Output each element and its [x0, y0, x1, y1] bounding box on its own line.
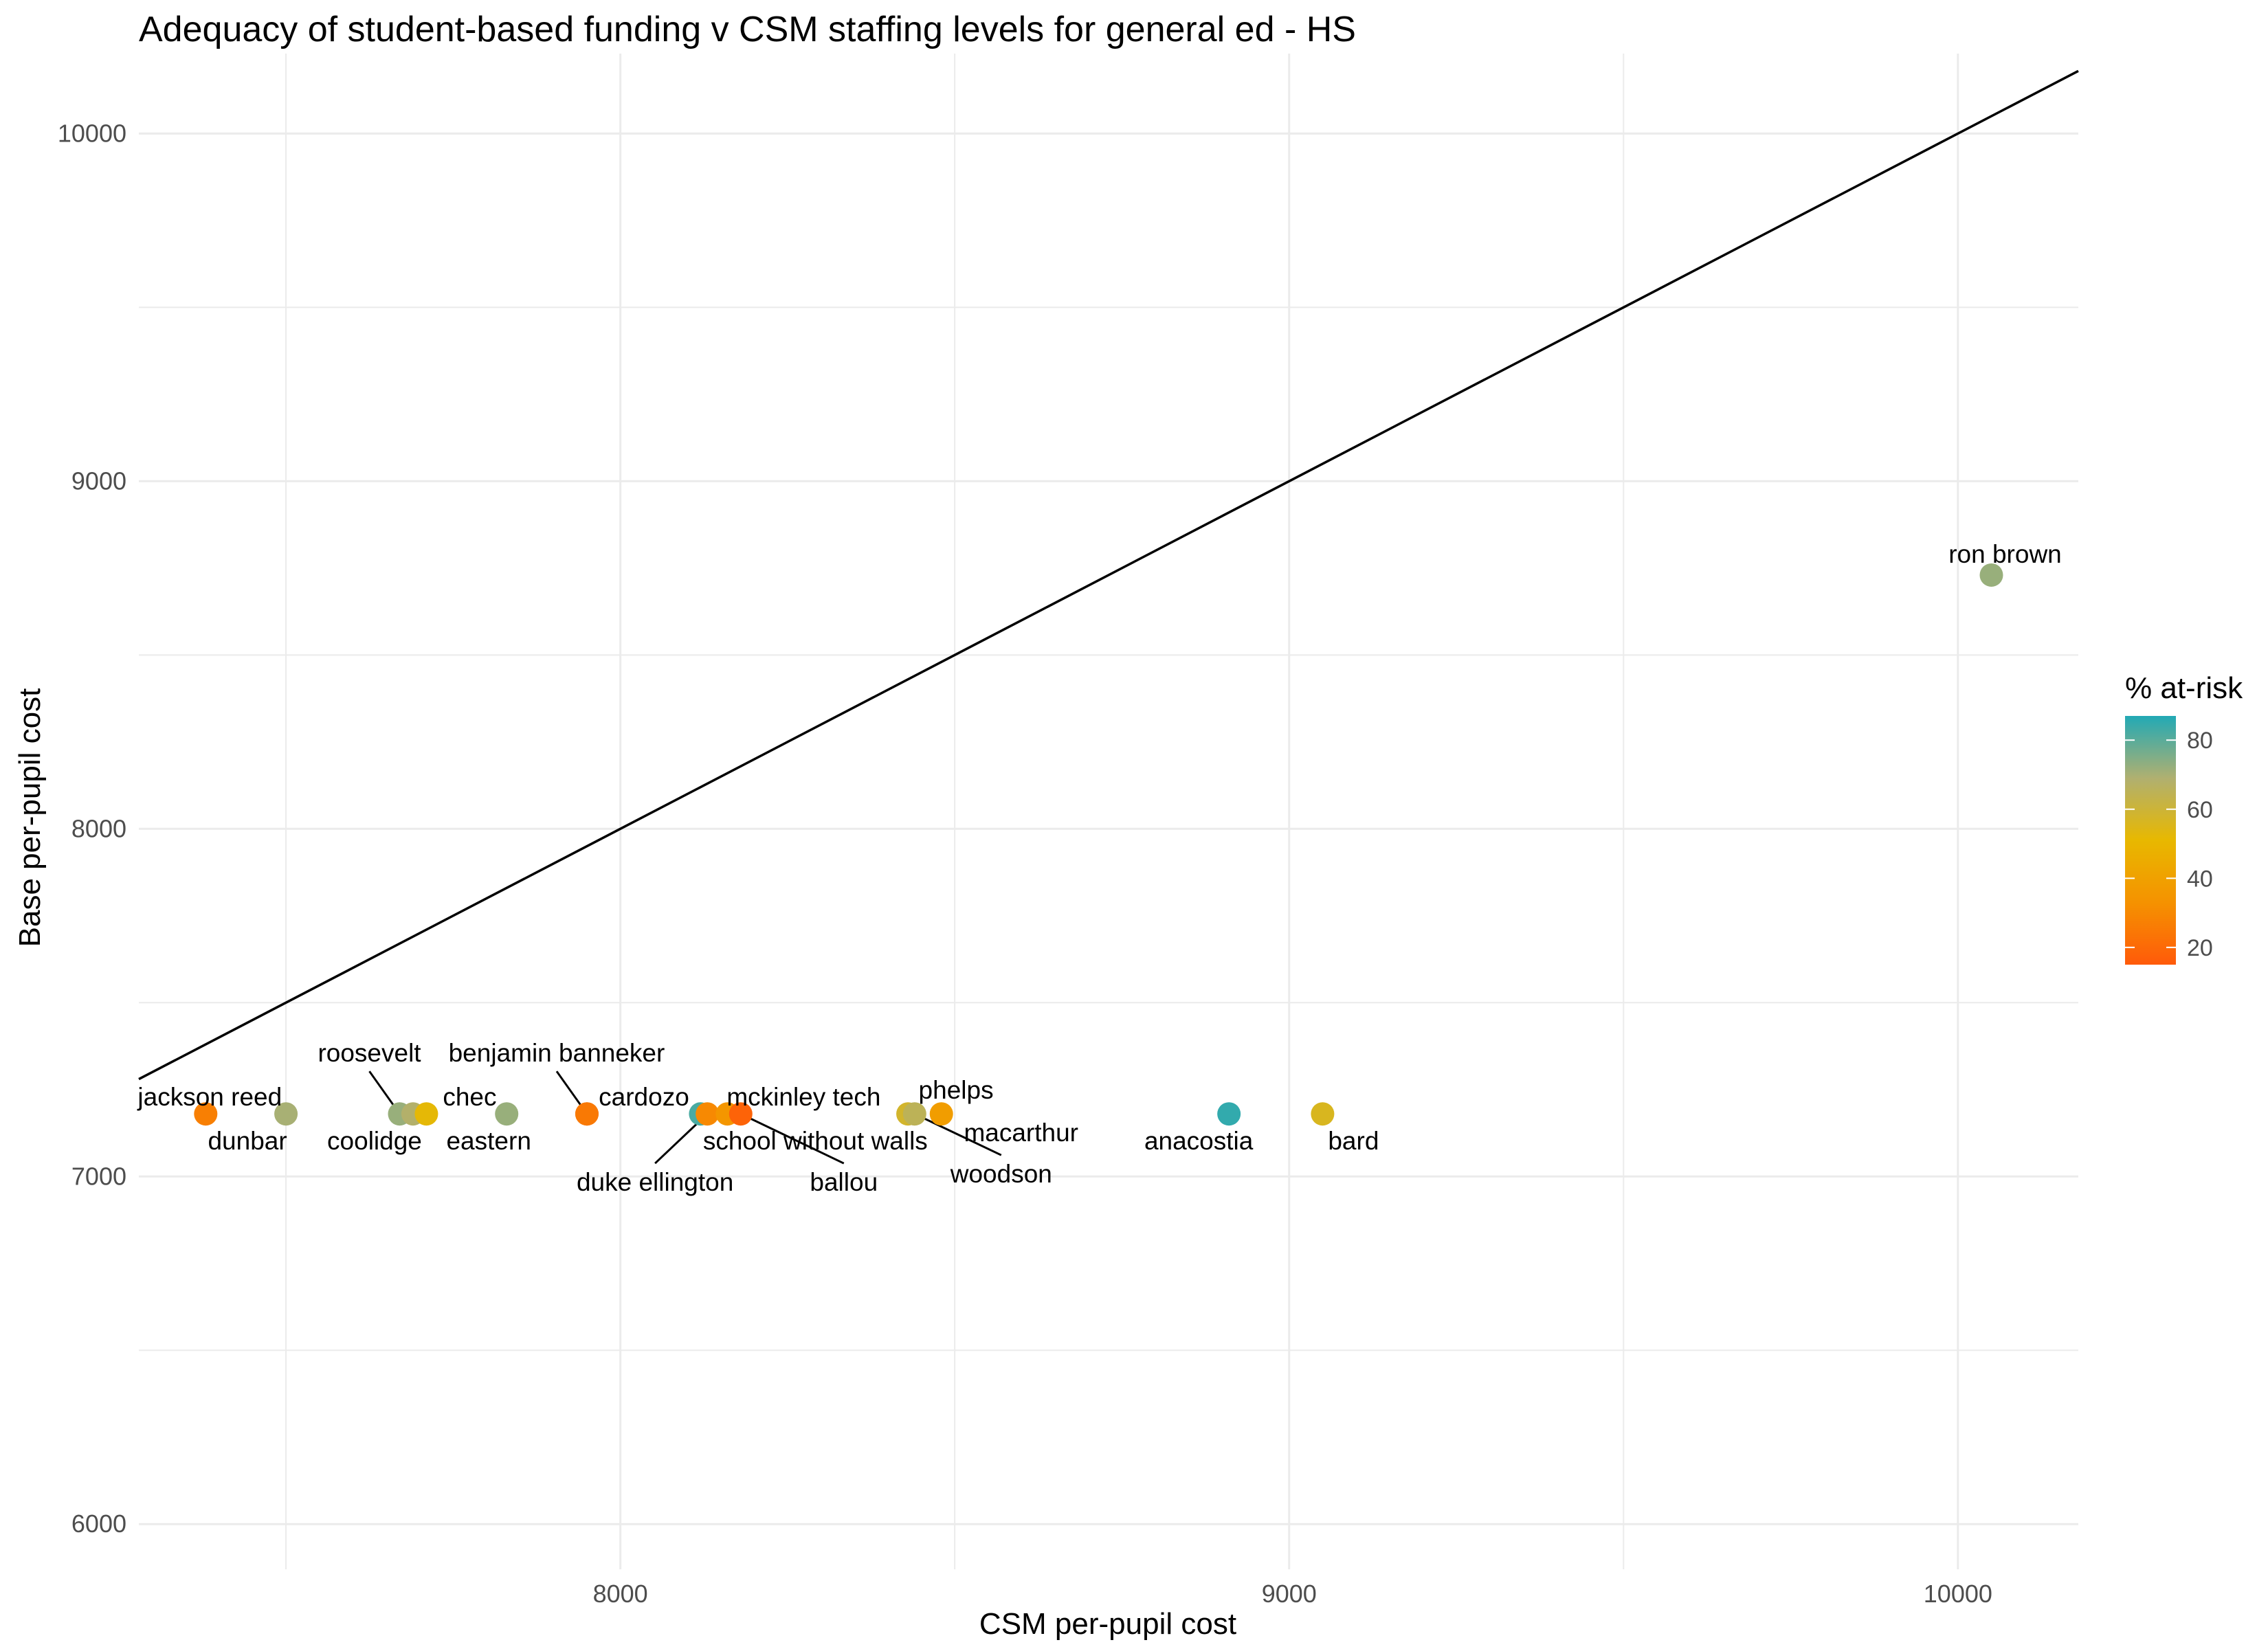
point-label: roosevelt [318, 1039, 421, 1067]
point-label: duke ellington [577, 1168, 733, 1196]
y-tick-label: 9000 [71, 467, 126, 495]
point-label: cardozo [599, 1083, 689, 1111]
y-tick-label: 7000 [71, 1162, 126, 1190]
legend-tick-label: 80 [2187, 728, 2213, 754]
reference-line-layer [138, 69, 2079, 1081]
chart-title: Adequacy of student-based funding v CSM … [139, 10, 1356, 49]
data-point [696, 1102, 720, 1126]
point-label: macarthur [964, 1119, 1078, 1147]
data-point [1311, 1102, 1335, 1126]
point-label: eastern [446, 1127, 531, 1155]
axis-ticks: 8000 9000 10000 6000 7000 8000 9000 10000 [58, 119, 1992, 1608]
color-legend: % at-risk 20 40 60 80 [2125, 671, 2243, 965]
data-point [495, 1102, 519, 1126]
reference-line [138, 69, 2079, 1081]
point-label: mckinley tech [726, 1083, 880, 1111]
y-axis-title: Base per-pupil cost [13, 688, 47, 947]
point-label: benjamin banneker [449, 1039, 665, 1067]
y-tick-label: 10000 [58, 119, 126, 147]
point-label: coolidge [327, 1127, 422, 1155]
point-label: ballou [810, 1168, 878, 1196]
data-point [1979, 563, 2003, 587]
point-label: ron brown [1948, 540, 2062, 568]
legend-ticks: 20 40 60 80 [2125, 728, 2213, 961]
data-point [1217, 1102, 1241, 1126]
y-tick-label: 6000 [71, 1510, 126, 1538]
x-tick-label: 9000 [1262, 1580, 1317, 1608]
legend-color-bar [2125, 716, 2176, 965]
data-point [929, 1102, 953, 1126]
data-point [194, 1102, 218, 1126]
legend-tick-label: 40 [2187, 866, 2213, 892]
point-label: bard [1328, 1127, 1379, 1155]
point-label: dunbar [208, 1127, 287, 1155]
data-point [274, 1102, 298, 1126]
point-label: school without walls [703, 1127, 928, 1155]
x-axis-title: CSM per-pupil cost [979, 1607, 1236, 1641]
point-label: woodson [950, 1160, 1052, 1188]
data-point [902, 1102, 926, 1126]
label-leader-line [914, 1112, 1002, 1156]
point-labels: jackson reed dunbar roosevelt coolidge chec e… [137, 540, 2061, 1196]
data-points [194, 563, 2003, 1126]
point-label: phelps [919, 1076, 994, 1104]
grid-layer [139, 54, 2078, 1569]
data-point [414, 1102, 438, 1126]
point-label: jackson reed [137, 1083, 282, 1111]
data-point [575, 1102, 599, 1126]
y-tick-label: 8000 [71, 814, 126, 842]
x-tick-label: 10000 [1924, 1580, 1992, 1608]
point-label: chec [443, 1083, 496, 1111]
legend-title: % at-risk [2125, 671, 2243, 705]
data-point [729, 1102, 753, 1126]
x-tick-label: 8000 [593, 1580, 648, 1608]
label-leader-line [740, 1112, 845, 1165]
point-label: anacostia [1144, 1127, 1254, 1155]
legend-tick-label: 60 [2187, 797, 2213, 823]
legend-tick-label: 20 [2187, 935, 2213, 961]
